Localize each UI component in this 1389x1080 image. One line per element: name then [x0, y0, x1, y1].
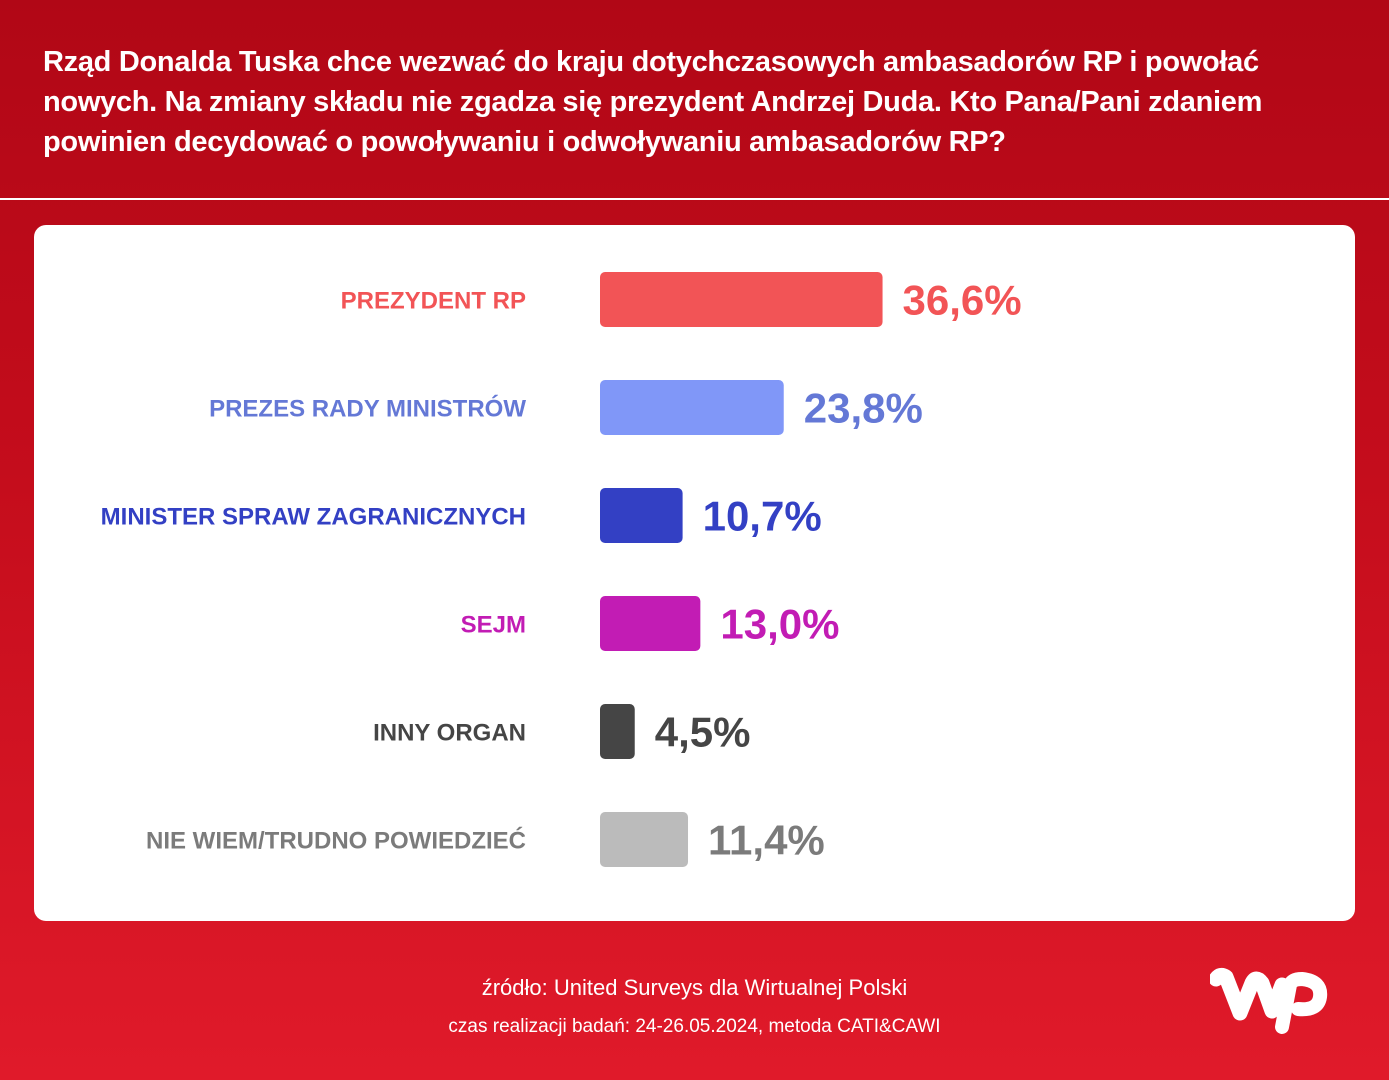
source-note: źródło: United Surveys dla Wirtualnej Po… [481, 975, 908, 1000]
bar [600, 380, 784, 435]
category-label: MINISTER SPRAW ZAGRANICZNYCH [101, 504, 526, 531]
header: Rząd Donalda Tuska chce wezwać do kraju … [0, 0, 1389, 200]
value-label: 13,0% [720, 601, 839, 648]
bar [600, 272, 883, 327]
bar [600, 596, 701, 651]
bar-chart: PREZYDENT RP 36,6% PREZES RADY MINISTRÓW 23… [101, 272, 1022, 867]
value-label: 10,7% [703, 493, 822, 540]
category-label: SEJM [461, 612, 526, 639]
bar [600, 488, 683, 543]
chart-card: PREZYDENT RP 36,6% PREZES RADY MINISTRÓW 23… [34, 225, 1355, 921]
bar [600, 704, 635, 759]
value-label: 36,6% [903, 277, 1022, 324]
category-label: PREZES RADY MINISTRÓW [209, 395, 526, 423]
value-label: 23,8% [804, 385, 923, 432]
value-label: 11,4% [708, 817, 825, 864]
category-label: PREZYDENT RP [341, 288, 526, 315]
category-label: NIE WIEM/TRUDNO POWIEDZIEĆ [146, 827, 526, 855]
wp-logo-icon [1208, 965, 1330, 1045]
bar [600, 812, 689, 867]
survey-date-note: czas realizacji badań: 24-26.05.2024, me… [448, 1016, 941, 1037]
category-label: INNY ORGAN [373, 720, 526, 747]
survey-question: Rząd Donalda Tuska chce wezwać do kraju … [43, 46, 1263, 158]
value-label: 4,5% [655, 709, 751, 756]
